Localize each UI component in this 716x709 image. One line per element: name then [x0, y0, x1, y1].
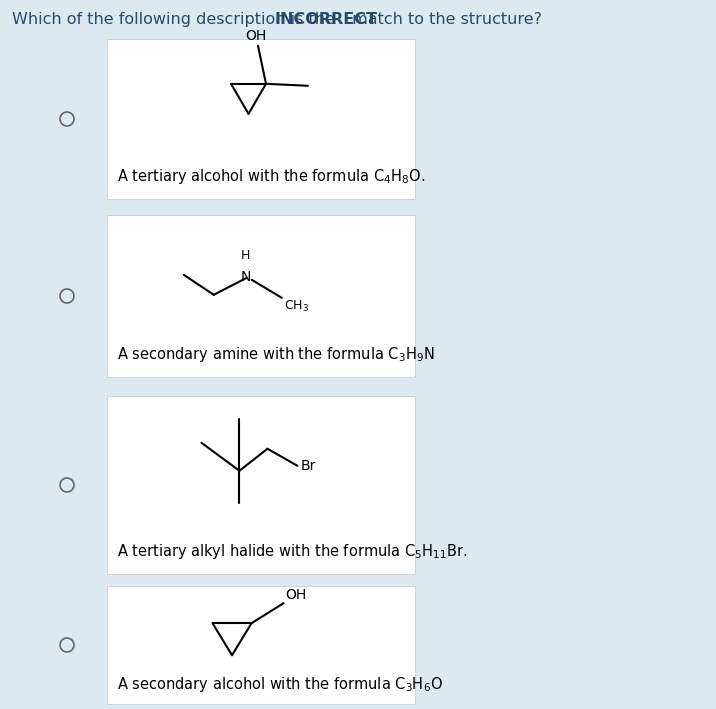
Text: A tertiary alkyl halide with the formula $\mathregular{C_5H_{11}Br}$.: A tertiary alkyl halide with the formula…	[117, 542, 468, 561]
Circle shape	[60, 638, 74, 652]
Circle shape	[60, 478, 74, 492]
Bar	[107, 39, 415, 199]
Text: CH$_3$: CH$_3$	[284, 298, 309, 314]
Text: INCORRECT: INCORRECT	[275, 12, 378, 27]
Bar	[107, 396, 415, 574]
Text: OH: OH	[246, 29, 266, 43]
Bar	[107, 586, 415, 704]
Circle shape	[60, 112, 74, 126]
Text: A tertiary alcohol with the formula $\mathregular{C_4H_8O}$.: A tertiary alcohol with the formula $\ma…	[117, 167, 425, 186]
Text: OH: OH	[286, 588, 306, 602]
Text: N: N	[241, 270, 251, 284]
Text: Which of the following description is the: Which of the following description is th…	[12, 12, 340, 27]
Text: A secondary amine with the formula $\mathregular{C_3H_9N}$: A secondary amine with the formula $\mat…	[117, 345, 435, 364]
Text: A secondary alcohol with the formula $\mathregular{C_3H_6O}$: A secondary alcohol with the formula $\m…	[117, 675, 443, 694]
Text: H: H	[241, 249, 251, 262]
Text: Br: Br	[301, 459, 316, 473]
Bar	[107, 215, 415, 377]
Text: match to the structure?: match to the structure?	[347, 12, 542, 27]
Circle shape	[60, 289, 74, 303]
